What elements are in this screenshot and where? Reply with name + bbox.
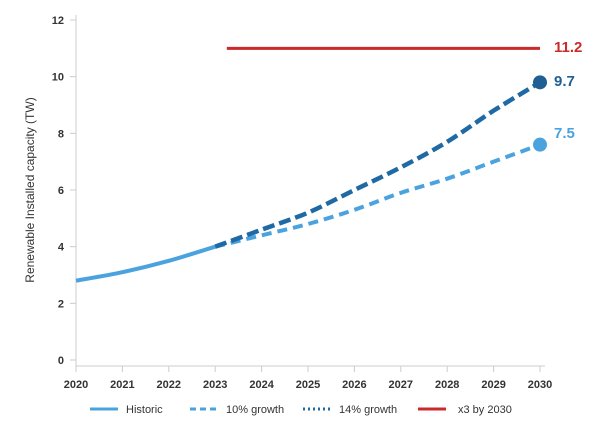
legend-label-10pct: 10% growth [226, 404, 284, 416]
series-layer [75, 46, 542, 283]
series-line-0 [75, 244, 216, 283]
x-ticks: 2020 2021 2022 2023 2024 2025 2026 2027 2028 2029… [64, 366, 552, 391]
end-label-10pct: 7.5 [554, 125, 575, 142]
x-tick-label: 2028 [435, 379, 459, 391]
y-tick-label: 8 [58, 128, 64, 140]
x-tick-label: 2027 [389, 379, 413, 391]
legend-label-x3: x3 by 2030 [458, 404, 512, 416]
legend: Historic 10% growth 14% growth x3 by 203… [90, 404, 512, 416]
y-tick-label: 10 [52, 72, 64, 84]
x-tick-label: 2022 [157, 379, 181, 391]
end-marker-0 [533, 75, 547, 90]
y-tick-label: 6 [58, 185, 64, 197]
end-labels: 11.2 9.7 7.5 [554, 39, 582, 142]
x-tick-label: 2029 [481, 379, 505, 391]
y-axis-label: Renewable Installed capacity (TW) [23, 97, 37, 282]
x-tick-label: 2021 [110, 379, 134, 391]
y-tick-label: 2 [58, 298, 64, 310]
legend-label-historic: Historic [126, 404, 163, 416]
y-tick-label: 0 [58, 355, 64, 367]
legend-label-14pct: 14% growth [339, 404, 397, 416]
legend-item-historic: Historic [90, 404, 163, 416]
legend-item-10pct: 10% growth [190, 404, 284, 416]
x-tick-label: 2025 [296, 379, 320, 391]
x-tick-label: 2023 [203, 379, 227, 391]
series-line-1 [214, 142, 541, 249]
end-label-14pct: 9.7 [554, 73, 575, 90]
y-tick-label: 12 [52, 15, 64, 27]
legend-item-x3: x3 by 2030 [418, 404, 512, 416]
x-tick-label: 2030 [528, 379, 552, 391]
end-marker-1 [533, 137, 547, 152]
legend-item-14pct: 14% growth [303, 404, 397, 416]
y-ticks: 0 2 4 6 8 10 12 [52, 15, 76, 367]
x-tick-label: 2024 [249, 379, 274, 391]
x-tick-label: 2020 [64, 379, 88, 391]
series-line-2 [214, 80, 542, 249]
x-tick-label: 2026 [342, 379, 366, 391]
y-tick-label: 4 [58, 242, 65, 254]
axes: Renewable Installed capacity (TW) [23, 15, 545, 367]
end-label-x3: 11.2 [554, 39, 582, 56]
markers-layer [533, 75, 547, 152]
